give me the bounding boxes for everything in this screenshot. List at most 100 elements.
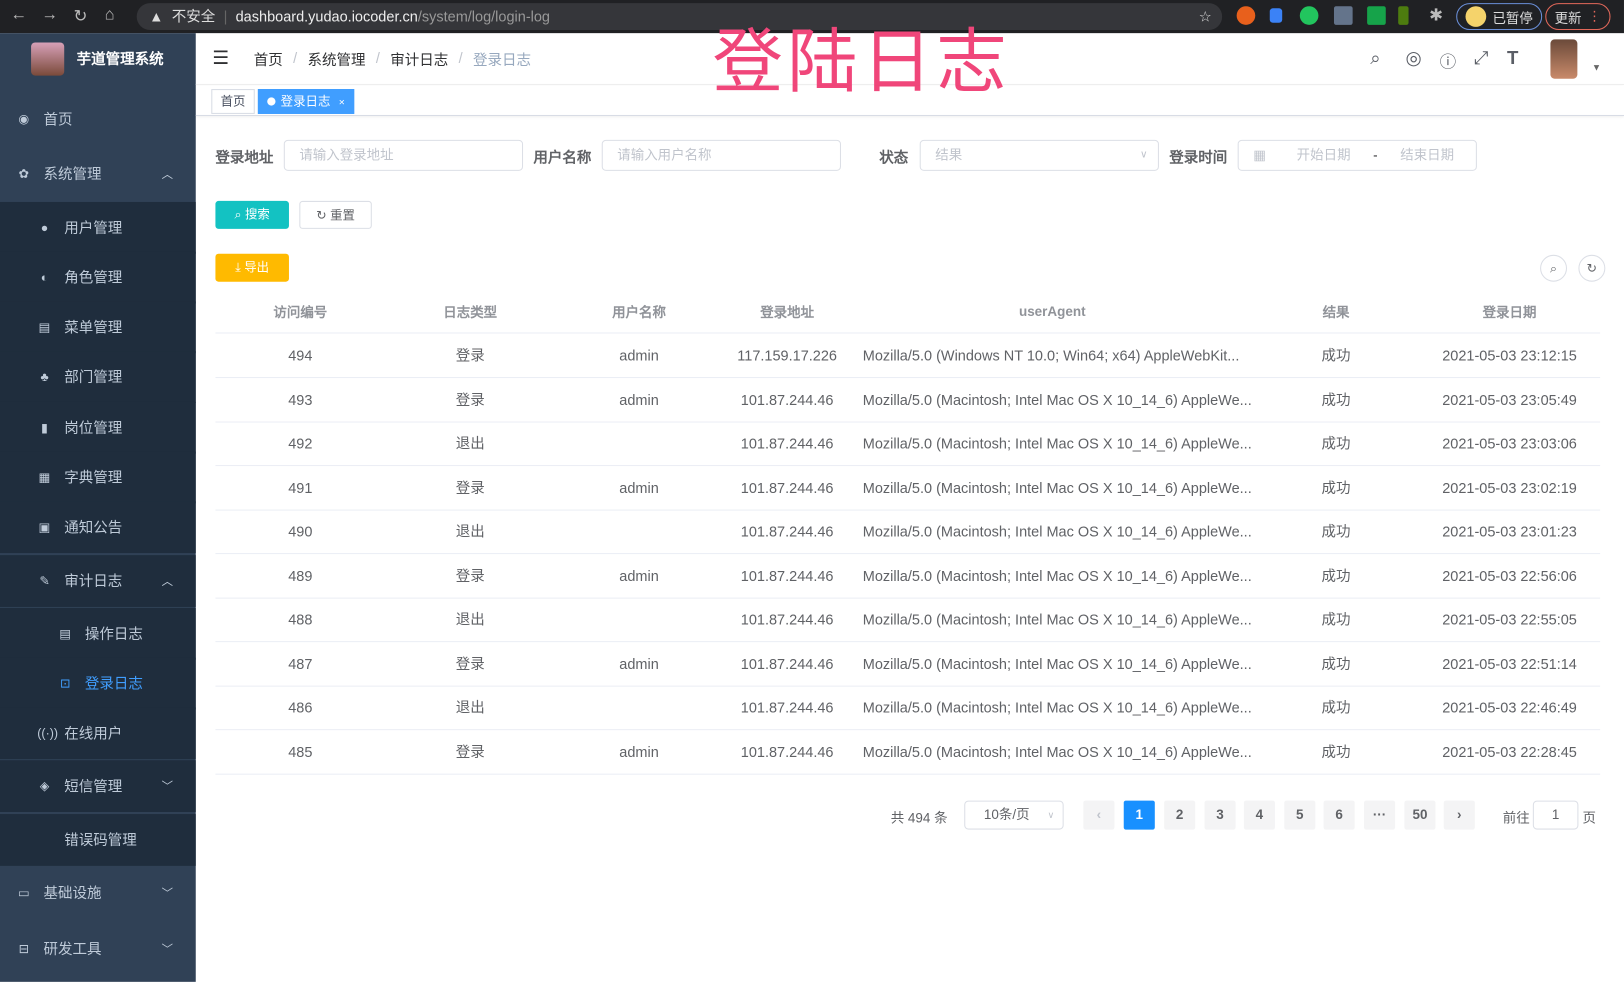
sidebar-logo[interactable]: 芋道管理系统	[0, 33, 196, 85]
search-button[interactable]: ⌕ 搜索	[215, 200, 289, 229]
ip-input[interactable]: 请输入登录地址	[283, 139, 524, 171]
question-icon[interactable]: ⓘ	[1439, 53, 1457, 72]
status-select[interactable]: 结果 ∨	[919, 139, 1159, 171]
username-input[interactable]: 请输入用户名称	[601, 139, 841, 171]
sidebar-item-label: 角色管理	[64, 269, 123, 286]
reset-button[interactable]: ↻ 重置	[299, 200, 372, 229]
chevron-down-icon: ﹀	[161, 780, 173, 794]
toggle-search-button[interactable]: ⌕	[1540, 254, 1568, 282]
page-button[interactable]: 2	[1164, 800, 1196, 830]
page-size-select[interactable]: 10条/页 ∨	[964, 800, 1064, 830]
sidebar-item[interactable]: ♣ 部门管理	[0, 351, 196, 403]
table-cell: admin	[619, 655, 659, 672]
extension-icon[interactable]	[1269, 8, 1283, 23]
dot-icon	[267, 97, 276, 106]
breadcrumb-item[interactable]: 首页	[253, 51, 283, 69]
font-size-icon[interactable]: T	[1506, 47, 1519, 69]
table-row: 485 登录 admin 101.87.244.46 Mozilla/5.0 (Maci…	[215, 730, 1601, 775]
table-cell: 登录	[455, 390, 485, 408]
table-cell: 488	[288, 611, 313, 628]
navbar: ☰ 首页 / 系统管理 / 审计日志 / 登录日志 ⌕ ◎ ⓘ ⤢ T ▼	[195, 33, 1624, 85]
online-icon: ((·))	[37, 726, 58, 741]
message-icon: ▣	[38, 519, 51, 535]
overlay-title: 登陆日志	[712, 21, 1011, 104]
search-icon[interactable]: ⌕	[1370, 47, 1381, 69]
star-icon[interactable]: ☆	[1198, 7, 1212, 25]
breadcrumb-item: 系统管理	[307, 51, 366, 69]
caret-down-icon[interactable]: ▼	[1591, 62, 1602, 73]
more-icon: ⋮	[1587, 8, 1602, 24]
sidebar-item[interactable]: ((·)) 在线用户	[0, 707, 196, 760]
start-date[interactable]: 开始日期	[1296, 147, 1351, 163]
extension-icon[interactable]	[1333, 6, 1353, 25]
extension-icon[interactable]	[1398, 6, 1409, 25]
tag-login-log[interactable]: 登录日志 ×	[257, 89, 355, 114]
table-cell: 101.87.244.46	[740, 434, 834, 452]
page-button[interactable]: 5	[1284, 800, 1316, 830]
sidebar-item[interactable]: ▣ 通知公告	[0, 501, 196, 554]
table-cell: 成功	[1321, 699, 1351, 716]
table-cell: Mozilla/5.0 (Macintosh; Intel Mac OS X 1…	[862, 743, 1252, 760]
github-icon[interactable]: ◎	[1405, 47, 1422, 69]
table-header: 访问编号 日志类型 用户名称 登录地址 userAgent 结果 登录日期	[215, 290, 1601, 334]
extension-icon[interactable]	[1367, 6, 1386, 25]
date-range-picker[interactable]: ▦ 开始日期 - 结束日期	[1237, 139, 1477, 171]
update-button[interactable]: 更新 ⋮	[1545, 3, 1611, 31]
sidebar-item[interactable]: ▤ 菜单管理	[0, 301, 196, 354]
page-button[interactable]: 6	[1323, 800, 1355, 830]
fullscreen-icon[interactable]: ⤢	[1473, 47, 1489, 69]
sidebar-item-label: 岗位管理	[64, 419, 123, 437]
page-button[interactable]: 50	[1404, 800, 1436, 830]
puzzle-icon[interactable]: ✱	[1429, 7, 1444, 25]
page-button[interactable]: 3	[1204, 800, 1236, 830]
extension-icon[interactable]	[1299, 6, 1319, 25]
back-icon[interactable]: ←	[10, 6, 27, 24]
sidebar-item[interactable]: ✿ 系统管理 ︿	[0, 146, 196, 202]
table-cell	[555, 510, 723, 553]
close-icon[interactable]: ×	[338, 97, 345, 109]
tag-home[interactable]: 首页	[211, 89, 255, 114]
chevron-down-icon: ∨	[1047, 809, 1055, 821]
sidebar-item[interactable]: ◐ 角色管理	[0, 251, 196, 304]
sidebar-item[interactable]: ✎ 审计日志 ︿	[0, 555, 196, 607]
export-button[interactable]: ⤓ 导出	[215, 253, 289, 282]
tool-icon: ⊟	[18, 941, 30, 956]
page-button[interactable]: ···	[1364, 800, 1396, 830]
extension-icon[interactable]	[1236, 6, 1256, 25]
goto-page-input[interactable]: 1	[1532, 800, 1579, 830]
gear-icon: ✿	[18, 166, 30, 182]
log-icon: ✎	[39, 573, 50, 589]
sidebar-item-label: 首页	[43, 110, 73, 128]
sidebar-item[interactable]: 错误码管理	[0, 814, 196, 866]
sidebar-item[interactable]: ◉ 首页	[0, 91, 196, 147]
table-cell: 成功	[1321, 611, 1351, 628]
page-button[interactable]: 4	[1243, 800, 1275, 830]
end-date[interactable]: 结束日期	[1400, 147, 1455, 163]
time-label: 登录时间	[1169, 149, 1228, 166]
reload-icon[interactable]: ↻	[73, 8, 88, 26]
sidebar-item[interactable]: ▦ 字典管理	[0, 451, 196, 504]
refresh-button[interactable]: ↻	[1578, 254, 1606, 282]
prev-page-button[interactable]: ‹	[1083, 800, 1115, 830]
sidebar-item[interactable]: ⊟ 研发工具 ﹀	[0, 921, 196, 977]
table-cell: 494	[288, 346, 313, 364]
sidebar-item[interactable]: ◈ 短信管理 ﹀	[0, 760, 196, 812]
hamburger-icon[interactable]: ☰	[212, 47, 230, 69]
page-button[interactable]: 1	[1123, 800, 1155, 830]
table-cell: 2021-05-03 23:02:19	[1442, 479, 1577, 496]
forward-icon[interactable]: →	[41, 6, 58, 24]
home-icon[interactable]: ⌂	[104, 6, 115, 24]
sidebar: 芋道管理系统 ◉ 首页 ✿ 系统管理 ︿ ● 用户管理 ◐ 角色管理 ▤ 菜单管理 ♣ 部门管理 ▮ 岗位管…	[0, 33, 196, 982]
sidebar-item[interactable]: ● 用户管理	[0, 201, 196, 254]
sidebar-item[interactable]: ▮ 岗位管理	[0, 401, 196, 454]
chevron-up-icon: ︿	[161, 575, 173, 589]
sidebar-item[interactable]: ▭ 基础设施 ﹀	[0, 865, 196, 921]
table-cell: Mozilla/5.0 (Macintosh; Intel Mac OS X 1…	[862, 611, 1252, 628]
address-bar[interactable]: ▲ 不安全 | dashboard.yudao.iocoder.cn/syste…	[136, 3, 1223, 31]
sidebar-item[interactable]: ⊡ 登录日志	[0, 657, 196, 710]
sidebar-item[interactable]: ▤ 操作日志	[0, 607, 196, 660]
profile-button[interactable]: 已暂停	[1456, 3, 1543, 31]
next-page-button[interactable]: ›	[1443, 800, 1475, 830]
table-cell: Mozilla/5.0 (Macintosh; Intel Mac OS X 1…	[862, 390, 1252, 408]
user-avatar[interactable]	[1550, 39, 1578, 79]
